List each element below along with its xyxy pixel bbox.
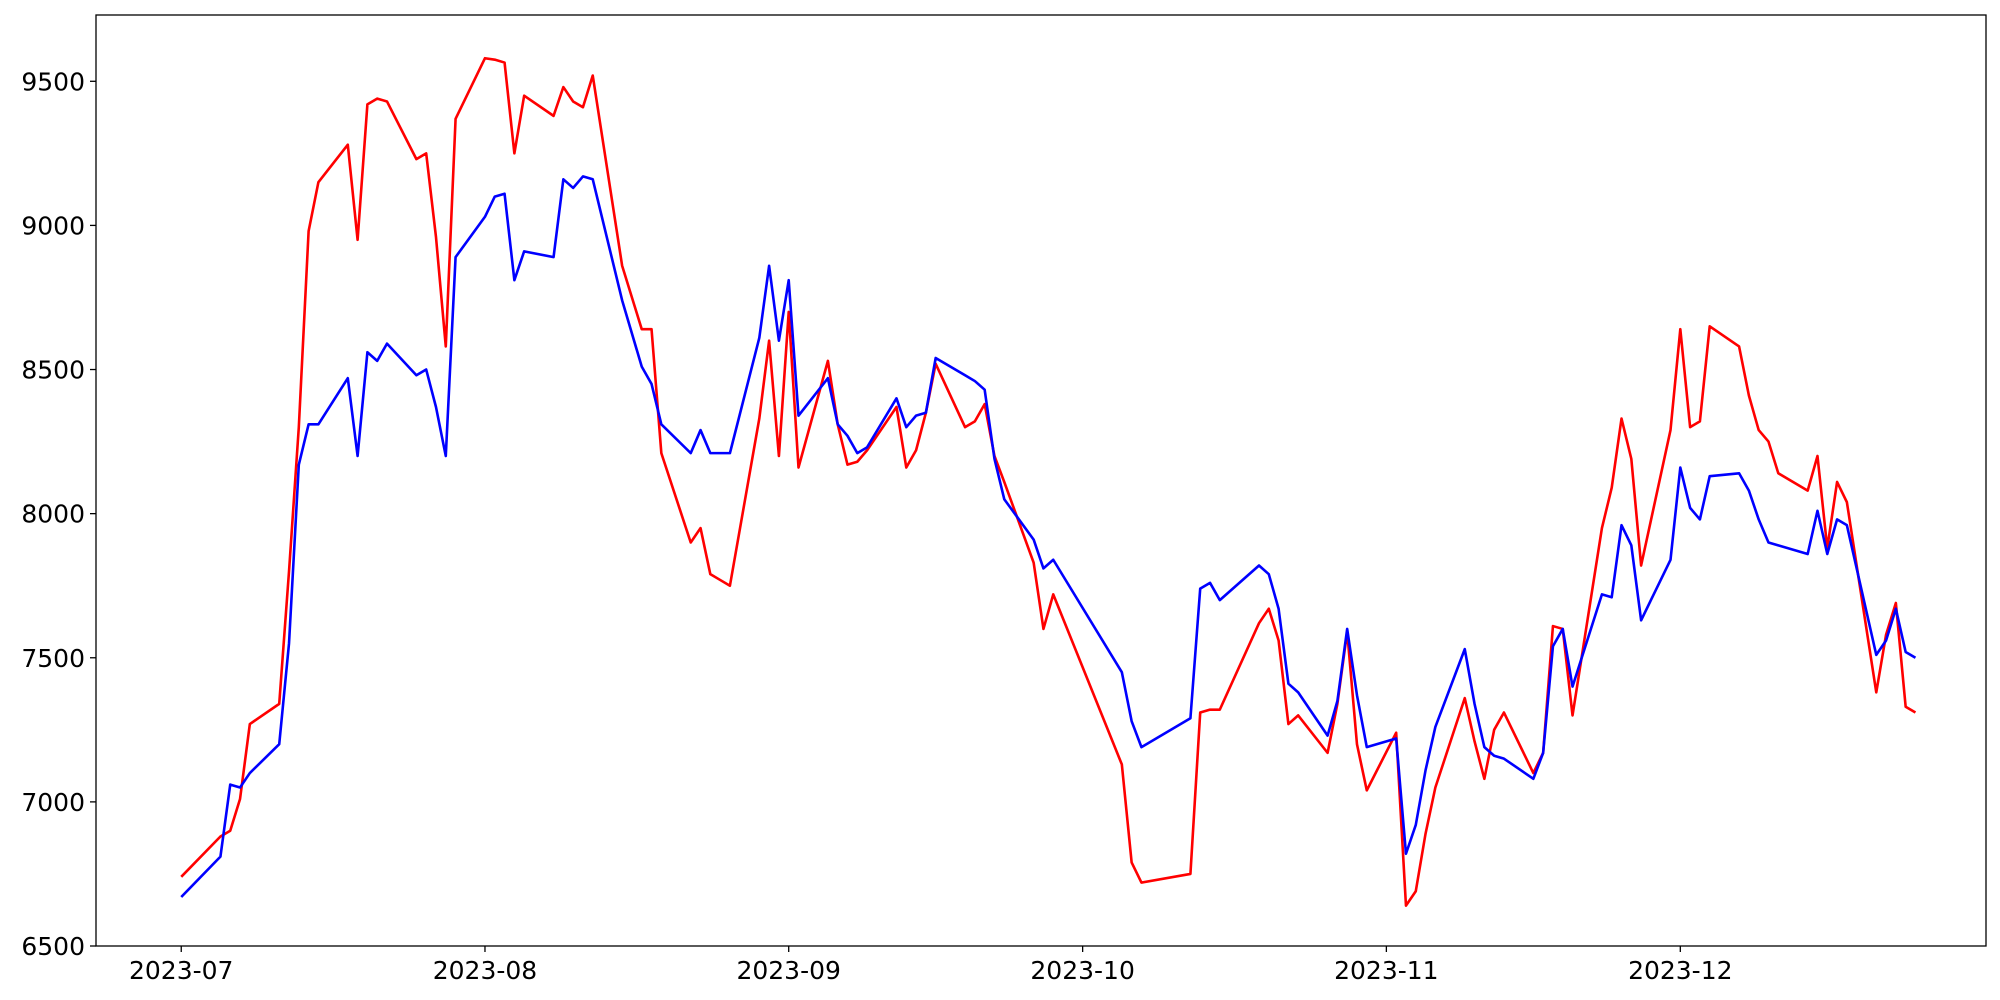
x-tick-label: 2023-10 (1030, 956, 1134, 985)
line-series (180, 175, 1917, 898)
y-tick-label: 9500 (21, 67, 85, 96)
plot-frame (95, 14, 1987, 947)
line-series (180, 56, 1917, 907)
y-tick-label: 6500 (21, 932, 85, 961)
x-tick-label: 2023-08 (433, 956, 537, 985)
y-tick-label: 9000 (21, 211, 85, 240)
y-tick-label: 8500 (21, 356, 85, 385)
x-tick-label: 2023-09 (736, 956, 840, 985)
y-tick-label: 8000 (21, 500, 85, 529)
x-tick-label: 2023-12 (1628, 956, 1732, 985)
x-tick-label: 2023-11 (1334, 956, 1438, 985)
y-tick-label: 7500 (21, 644, 85, 673)
y-tick-label: 7000 (21, 788, 85, 817)
x-tick-label: 2023-07 (129, 956, 233, 985)
